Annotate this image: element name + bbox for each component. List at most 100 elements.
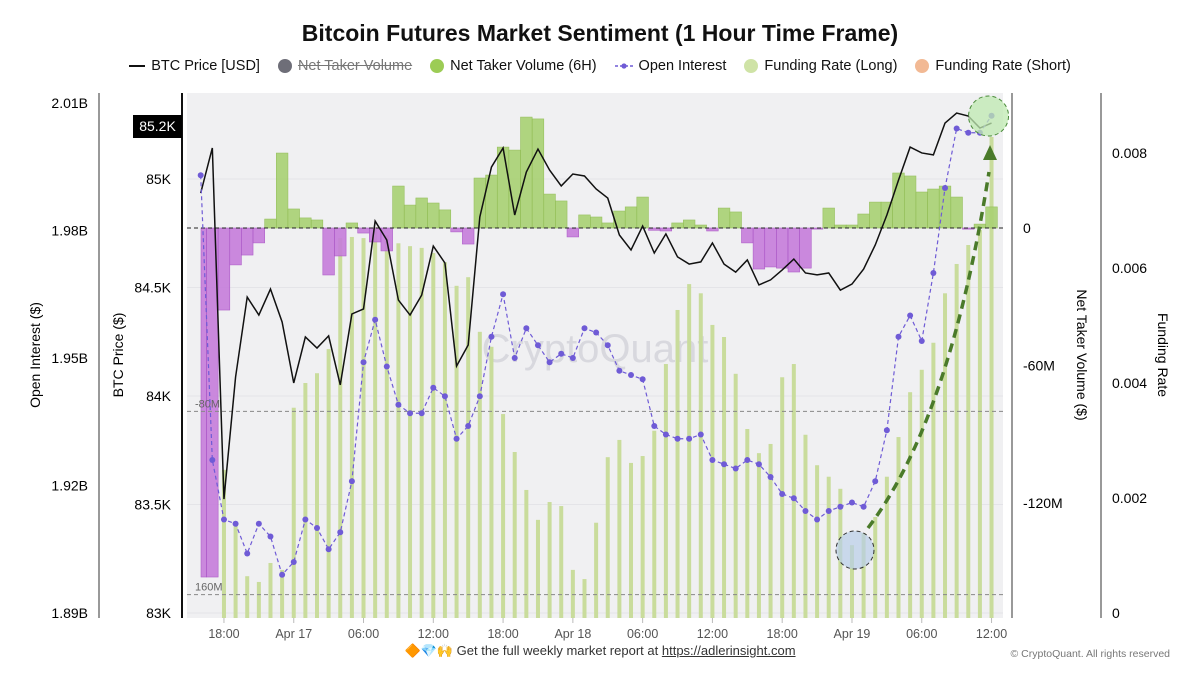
funding-rate-bar [756, 453, 761, 618]
funding-rate-bar [396, 243, 401, 618]
x-tick-label: 12:00 [418, 627, 449, 641]
legend-label: Net Taker Volume (6H) [450, 58, 597, 74]
footer-text: Get the full weekly market report at [456, 643, 659, 658]
funding-rate-bar [291, 407, 296, 618]
net-taker-volume-bar [496, 146, 510, 229]
open-interest-point [755, 461, 762, 468]
open-interest-point [314, 525, 320, 531]
funding-rate-bar [431, 253, 436, 619]
btc-price-tick: 84.5K [134, 280, 171, 296]
funding-rate-bar [873, 516, 878, 618]
open-interest-point [732, 465, 739, 472]
legend-item-net-taker-volume-6h[interactable]: Net Taker Volume (6H) [430, 58, 597, 74]
funding-rate-bar [233, 525, 238, 618]
legend-item-btc-price[interactable]: BTC Price [USD] [129, 58, 260, 74]
net-taker-volume-bar [369, 227, 382, 243]
net-taker-volume-bar [729, 211, 742, 229]
net-taker-volume-bar [241, 227, 254, 256]
open-interest-point [407, 410, 414, 417]
net-taker-volume-bar [217, 227, 231, 311]
legend-label: Funding Rate (Short) [935, 58, 1071, 74]
net-taker-volume-bar [229, 227, 242, 266]
open-interest-point [651, 423, 658, 429]
funding-rate-bar [780, 377, 785, 618]
net-taker-volume-bar [904, 175, 917, 229]
open-interest-point [488, 333, 495, 340]
funding-rate-bar [221, 469, 226, 618]
open-interest-point [930, 270, 937, 276]
funding-rate-bar [687, 284, 692, 618]
funding-rate-bar [501, 414, 506, 618]
net-taker-volume-bar [613, 210, 626, 229]
open-interest-point [697, 431, 704, 438]
funding-rate-bar [454, 285, 459, 618]
funding-rate-bar [524, 489, 529, 618]
open-interest-point [779, 491, 786, 497]
funding-rate-bar [326, 349, 331, 618]
open-interest-point [918, 338, 925, 344]
funding-rate-bar [745, 429, 750, 618]
arrowhead-icon [983, 145, 997, 160]
funding-rate-bar [710, 324, 715, 618]
funding-rate-bar [547, 502, 552, 618]
net-taker-volume-bar [578, 214, 591, 229]
net-taker-volume-bar [415, 197, 428, 229]
net-taker-volume-bar [357, 227, 370, 234]
funding-rate-bar [477, 331, 482, 618]
x-tick-label: 06:00 [348, 627, 379, 641]
net-taker-volume-bar [322, 227, 335, 276]
x-tick-label: 06:00 [906, 627, 937, 641]
open-interest-point [279, 571, 286, 578]
legend-label: BTC Price [USD] [151, 58, 260, 74]
open-interest-tick: 1.98B [51, 223, 88, 239]
net-taker-volume-bar [869, 201, 882, 229]
btc-price-tick: 85K [146, 171, 172, 187]
funding-rate-bar [698, 293, 703, 618]
open-interest-point [604, 342, 611, 349]
funding-rate-tick: 0.004 [1112, 375, 1147, 391]
net-taker-tick: 0 [1023, 220, 1031, 236]
funding-rate-bar [256, 581, 261, 618]
open-interest-point [500, 291, 507, 298]
open-interest-point [709, 457, 716, 463]
funding-rate-bar [640, 456, 645, 618]
net-taker-volume-bar [543, 193, 556, 229]
dot-icon [915, 59, 930, 73]
funding-rate-bar [303, 383, 308, 618]
legend-item-net-taker-volume[interactable]: Net Taker Volume [277, 58, 412, 74]
funding-rate-bar [966, 245, 971, 618]
dot-icon [744, 59, 759, 73]
open-interest-point [953, 125, 960, 132]
open-interest-point [790, 495, 797, 502]
net-taker-volume-bar [671, 222, 684, 229]
net-taker-volume-bar [822, 207, 835, 229]
legend-item-funding-rate-long[interactable]: Funding Rate (Long) [744, 58, 897, 74]
net-taker-volume-bar [566, 227, 579, 238]
emoji-icons: 🔶💎🙌 [404, 643, 454, 658]
open-interest-point [476, 393, 483, 400]
open-interest-point [372, 316, 379, 323]
x-tick-label: 18:00 [208, 627, 239, 641]
funding-rate-tick: 0 [1112, 605, 1120, 621]
open-interest-point [965, 129, 972, 136]
low-highlight-circle [835, 530, 875, 570]
open-interest-point [767, 474, 774, 480]
funding-rate-bar [338, 238, 343, 618]
report-link[interactable]: https://adlerinsight.com [661, 643, 796, 658]
legend-item-funding-rate-short[interactable]: Funding Rate (Short) [915, 58, 1071, 74]
legend-item-open-interest[interactable]: Open Interest [614, 58, 726, 74]
open-interest-point [639, 376, 646, 383]
footer-promo: 🔶💎🙌 Get the full weekly market report at… [0, 643, 1200, 659]
open-interest-tick: 1.95B [51, 350, 88, 366]
funding-rate-bar [384, 235, 389, 618]
net-taker-volume-bar [752, 227, 766, 270]
net-taker-volume-bar [776, 227, 789, 269]
open-interest-point [593, 329, 600, 336]
current-price-tag: 85.2K [133, 115, 182, 138]
open-interest-point [674, 435, 681, 442]
net-taker-volume-bar [962, 227, 975, 230]
open-interest-point [558, 350, 565, 357]
btc-price-line [199, 112, 992, 500]
open-interest-point [383, 363, 390, 370]
open-interest-tick: 1.92B [51, 478, 88, 494]
